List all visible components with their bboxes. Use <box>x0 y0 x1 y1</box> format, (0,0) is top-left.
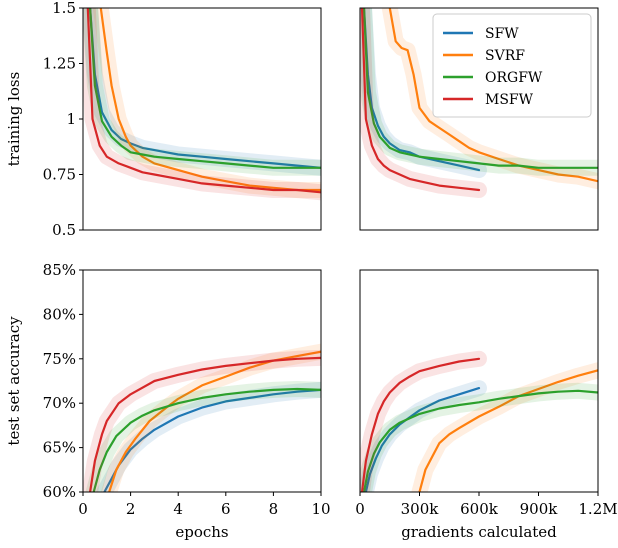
x-tick-label: 2 <box>126 500 136 518</box>
panel-accuracy-vs-epochs: 60% 65% 70% 75% 80% 85% 0 2 4 6 8 10 epochs test set … <box>5 261 331 541</box>
legend-label-msfw: MSFW <box>485 92 534 108</box>
line-loss-vs-epochs-svrf <box>99 8 321 192</box>
x-tick-label: 1.2M <box>578 500 617 518</box>
x-axis-label: epochs <box>175 523 228 541</box>
y-tick-label: 0.75 <box>43 166 76 184</box>
y-axis-label: training loss <box>5 72 23 167</box>
panel-loss-vs-gradients <box>359 7 599 231</box>
panel-loss-vs-epochs: 0.5 0.75 1 1.25 1.5 training loss <box>5 0 322 239</box>
y-axis-label: test set accuracy <box>5 316 23 446</box>
x-tick-label: 0 <box>355 500 365 518</box>
y-tick-label: 75% <box>43 350 76 368</box>
y-tick-label: 80% <box>43 305 76 323</box>
y-tick-label: 0.5 <box>52 221 76 239</box>
line-loss-vs-gradients-msfw <box>360 8 481 192</box>
x-tick-label: 6 <box>221 500 231 518</box>
legend-box <box>432 13 592 118</box>
line-loss-vs-gradients-svrf <box>388 8 598 183</box>
line-accuracy-vs-epochs-msfw <box>88 356 321 492</box>
line-loss-vs-epochs-msfw <box>86 8 321 194</box>
axes-frame <box>82 269 322 493</box>
y-tick-label: 70% <box>43 394 76 412</box>
line-accuracy-vs-gradients-svrf <box>418 369 598 492</box>
x-tick-label: 600k <box>460 500 499 518</box>
legend-label-svrf: SVRF <box>485 48 525 64</box>
axes-frame <box>359 7 599 231</box>
y-tick-label: 1.25 <box>43 55 76 73</box>
x-axis-label: gradients calculated <box>401 523 557 541</box>
line-accuracy-vs-gradients-orgfw <box>362 389 598 492</box>
line-loss-vs-epochs-sfw <box>88 8 321 169</box>
x-tick-label: 10 <box>311 500 330 518</box>
y-tick-label: 65% <box>43 439 76 457</box>
y-tick-label: 60% <box>43 483 76 501</box>
y-tick-label: 85% <box>43 261 76 279</box>
line-loss-vs-epochs-orgfw <box>88 8 321 169</box>
line-accuracy-vs-gradients-msfw <box>360 357 481 492</box>
y-tick-label: 1.5 <box>52 0 76 17</box>
x-tick-label: 8 <box>269 500 279 518</box>
x-tick-label: 300k <box>401 500 440 518</box>
legend-label-orgfw: ORGFW <box>485 70 543 86</box>
legend: SFW SVRF ORGFW MSFW <box>432 13 592 118</box>
line-accuracy-vs-gradients-sfw <box>364 387 481 492</box>
band-loss-vs-epochs-orgfw <box>83 8 321 176</box>
x-tick-label: 0 <box>78 500 88 518</box>
line-accuracy-vs-epochs-orgfw <box>92 387 321 492</box>
y-tick-label: 1 <box>66 110 76 128</box>
line-loss-vs-gradients-sfw <box>362 8 481 172</box>
band-accuracy-vs-gradients-orgfw <box>360 382 598 492</box>
x-tick-label: 4 <box>173 500 183 518</box>
panel-accuracy-vs-gradients: 0 300k 600k 900k 1.2M gradients calculated <box>355 269 618 541</box>
legend-label-sfw: SFW <box>485 26 519 42</box>
line-loss-vs-gradients-orgfw <box>362 8 598 169</box>
x-tick-label: 900k <box>520 500 559 518</box>
